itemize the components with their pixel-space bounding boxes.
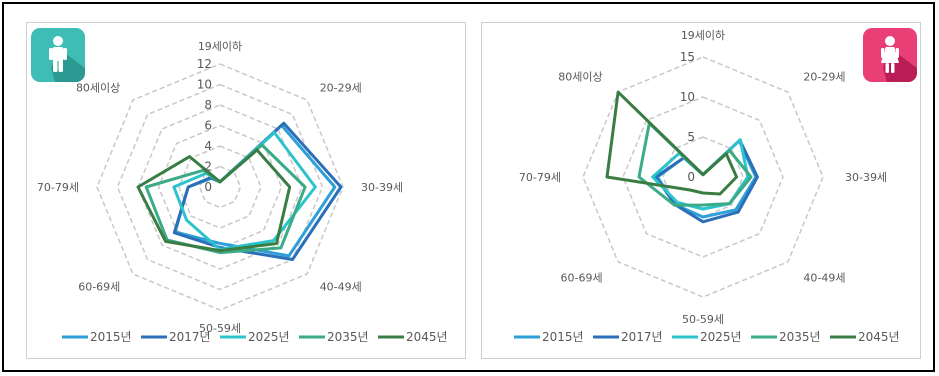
series-line-2035년 (144, 143, 307, 255)
grid-ring (622, 96, 784, 258)
category-label: 80세이상 (76, 81, 120, 94)
category-label: 70-79세 (519, 171, 561, 184)
category-label: 20-29세 (320, 81, 362, 94)
series-line-2025년 (172, 131, 317, 251)
category-label: 19세이하 (681, 28, 725, 42)
tick-label: 5 (687, 130, 695, 144)
legend-entry: 2045년 (858, 330, 900, 344)
tick-label: 0 (204, 180, 212, 194)
grid-ring (96, 63, 344, 311)
female-person-icon (863, 28, 917, 82)
tick-label: 15 (680, 50, 695, 64)
category-label: 40-49세 (320, 281, 362, 294)
series-line-2035년 (637, 121, 753, 207)
female-radar-chart: 0 5 10 15 19세이하 20-29세 30-39세 40-49세 50-59세 60-69… (514, 28, 900, 344)
legend-entry: 2015년 (542, 330, 584, 344)
female-chart-panel: 0 5 10 15 19세이하 20-29세 30-39세 40-49세 50-59세 60-69… (481, 22, 921, 359)
grid-ring (582, 56, 824, 298)
tick-label: 12 (197, 57, 212, 71)
category-label: 30-39세 (361, 181, 403, 194)
category-label: 40-49세 (803, 271, 845, 284)
chart-frame: 0 2 4 6 8 10 12 19세이하 20-29세 30-39세 40-49세 50-59세 60… (2, 2, 935, 372)
tick-label: 8 (204, 98, 212, 112)
male-person-icon (31, 28, 85, 82)
legend-entry: 2015년 (90, 330, 132, 344)
category-label: 50-59세 (682, 313, 724, 326)
legend-entry: 2045년 (406, 330, 448, 344)
grid-ring (178, 145, 262, 229)
tick-label: 4 (204, 139, 212, 153)
grid-ring (116, 83, 324, 291)
series-line-2025년 (651, 138, 750, 211)
legend-entry: 2035년 (779, 330, 821, 344)
category-label: 19세이하 (198, 39, 242, 53)
category-label: 60-69세 (561, 271, 603, 284)
series-line-2045년 (136, 148, 292, 253)
tick-label: 2 (204, 160, 212, 174)
category-label: 60-69세 (78, 281, 120, 294)
series-line-2045년 (605, 90, 739, 196)
tick-label: 0 (687, 170, 695, 184)
category-label: 80세이상 (558, 71, 602, 84)
male-radar-chart: 0 2 4 6 8 10 12 19세이하 20-29세 30-39세 40-49세 50-59세 60… (37, 39, 448, 344)
grid-ring (198, 165, 242, 209)
tick-label: 10 (197, 78, 212, 92)
category-label: 50-59세 (199, 322, 241, 335)
tick-label: 10 (680, 90, 695, 104)
category-label: 70-79세 (37, 181, 79, 194)
category-label: 30-39세 (845, 171, 887, 184)
series-line-2017년 (654, 138, 759, 224)
legend-entry: 2035년 (327, 330, 369, 344)
legend-entry: 2025년 (700, 330, 742, 344)
legend-entry: 2025년 (248, 330, 290, 344)
category-label: 20-29세 (803, 71, 845, 84)
male-chart-panel: 0 2 4 6 8 10 12 19세이하 20-29세 30-39세 40-49세 50-59세 60… (26, 22, 466, 359)
tick-label: 6 (204, 119, 212, 133)
legend-entry: 2017년 (621, 330, 663, 344)
legend-entry: 2017년 (169, 330, 211, 344)
series-line-2017년 (172, 121, 343, 261)
